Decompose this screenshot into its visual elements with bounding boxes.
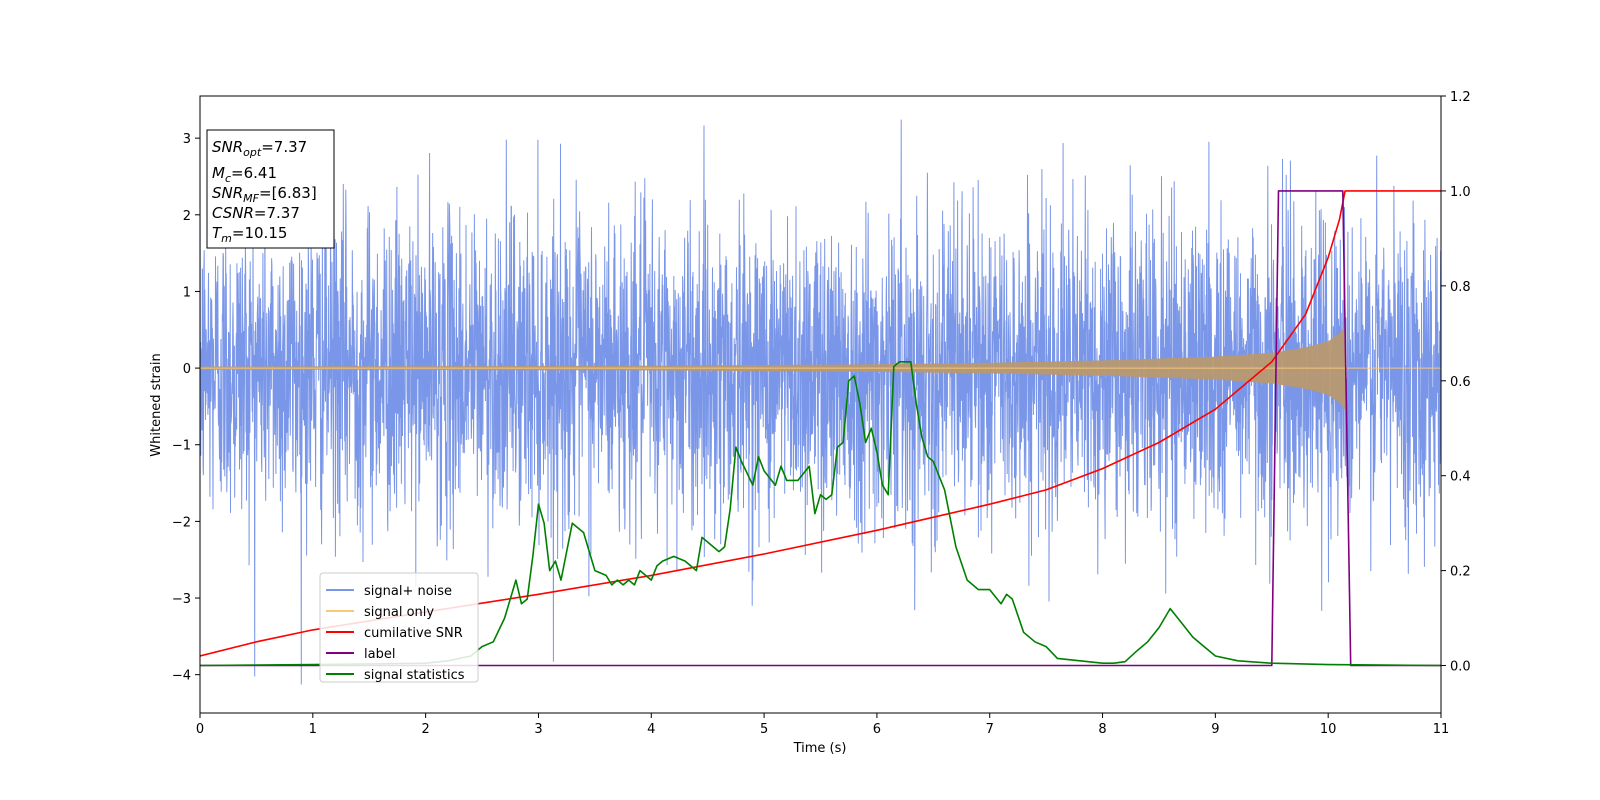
y-right-tick-label: 0.0 bbox=[1450, 660, 1471, 675]
x-tick-label: 3 bbox=[534, 722, 542, 737]
x-tick-label: 1 bbox=[309, 722, 317, 737]
info-tm: Tm=10.15 bbox=[212, 224, 287, 245]
y-right-tick-label: 0.4 bbox=[1450, 470, 1471, 485]
y-right-tick-label: 0.6 bbox=[1450, 375, 1471, 390]
y-tick-label: −1 bbox=[172, 439, 191, 454]
x-tick-label: 9 bbox=[1211, 722, 1219, 737]
x-tick-label: 6 bbox=[873, 722, 881, 737]
info-mc: Mc=6.41 bbox=[212, 164, 277, 185]
x-tick-label: 10 bbox=[1320, 722, 1337, 737]
y-tick-label: 3 bbox=[183, 132, 191, 147]
x-tick-label: 4 bbox=[647, 722, 655, 737]
y-axis-label: Whitened strain bbox=[149, 353, 164, 456]
y-tick-label: −2 bbox=[172, 515, 191, 530]
y-right-tick-label: 1.0 bbox=[1450, 185, 1471, 200]
y-tick-label: 2 bbox=[183, 209, 191, 224]
y-axis-right: 0.0 0.2 0.4 0.6 0.8 1.0 1.2 bbox=[1441, 90, 1471, 675]
info-csnr: CSNR=7.37 bbox=[212, 204, 300, 222]
y-tick-label: −4 bbox=[172, 669, 191, 684]
legend-label: signal only bbox=[364, 605, 434, 620]
x-tick-label: 0 bbox=[196, 722, 204, 737]
x-tick-label: 5 bbox=[760, 722, 768, 737]
legend-label: signal+ noise bbox=[364, 584, 452, 599]
y-right-tick-label: 0.2 bbox=[1450, 565, 1471, 580]
plot-frame bbox=[199, 95, 1442, 714]
x-tick-label: 11 bbox=[1433, 722, 1450, 737]
x-tick-label: 8 bbox=[1098, 722, 1106, 737]
x-tick-label: 7 bbox=[986, 722, 994, 737]
y-right-tick-label: 0.8 bbox=[1450, 280, 1471, 295]
info-box-frame bbox=[206, 129, 335, 249]
y-tick-label: 1 bbox=[183, 285, 191, 300]
y-tick-label: −3 bbox=[172, 592, 191, 607]
signal-only-series bbox=[200, 325, 1441, 411]
legend-label: signal statistics bbox=[364, 668, 465, 683]
x-axis-label: Time (s) bbox=[793, 741, 847, 756]
signal-statistics-line bbox=[200, 360, 1441, 667]
info-snr-mf: SNRMF=[6.83] bbox=[212, 184, 317, 205]
y-right-tick-label: 1.2 bbox=[1450, 90, 1471, 105]
legend-label: label bbox=[364, 647, 395, 662]
info-box: SNRopt=7.37 Mc=6.41 SNRMF=[6.83] CSNR=7.… bbox=[206, 129, 335, 249]
info-snr-opt: SNRopt=7.37 bbox=[212, 138, 307, 159]
x-tick-label: 2 bbox=[421, 722, 429, 737]
x-axis: 0 1 2 3 4 5 6 7 8 9 10 11 bbox=[196, 713, 1449, 737]
y-axis-left: −4 −3 −2 −1 0 1 2 3 bbox=[172, 132, 200, 684]
y-tick-label: 0 bbox=[183, 362, 191, 377]
legend-frame bbox=[319, 572, 479, 683]
legend: signal+ noise signal only cumilative SNR la… bbox=[319, 572, 479, 683]
legend-label: cumilative SNR bbox=[364, 626, 463, 641]
